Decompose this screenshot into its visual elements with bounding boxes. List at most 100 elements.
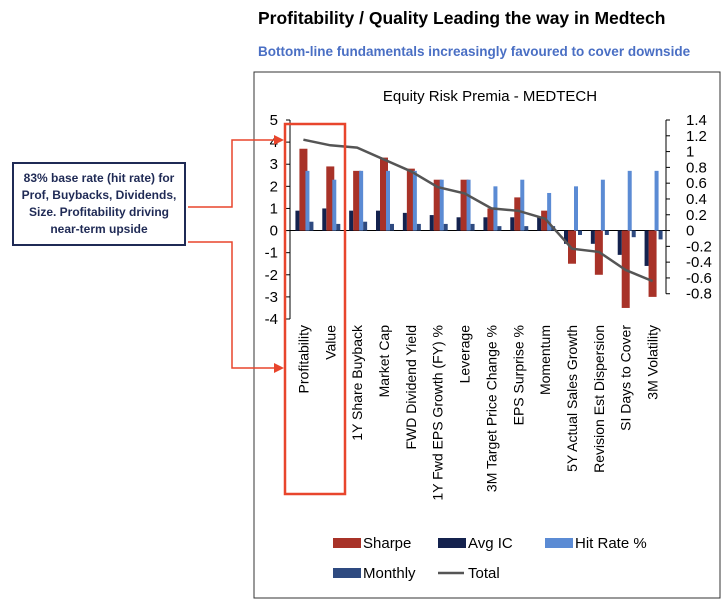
chart-title: Equity Risk Premia - MEDTECH	[383, 88, 597, 105]
legend-label: Avg IC	[468, 535, 513, 552]
chart-frame	[253, 71, 721, 599]
category-label: 3M Volatility	[645, 325, 661, 400]
sharpe-bar	[648, 230, 657, 297]
category-label: Value	[322, 325, 338, 360]
right-axis-tick-label: 1	[686, 144, 694, 161]
avg-ic-bar	[510, 217, 515, 231]
connector-bottom-arrow	[274, 363, 284, 373]
avg-ic-bar	[564, 230, 568, 244]
highlight-box	[283, 122, 347, 496]
avg-ic-bar	[537, 217, 542, 231]
left-axis-tick-label: 1	[270, 200, 278, 217]
right-axis-tick-label: 0.2	[686, 207, 707, 224]
hit-rate-bar	[547, 192, 552, 231]
hit-rate-bar	[305, 170, 310, 231]
hit-rate-callout: 83% base rate (hit rate) for Prof, Buyba…	[12, 162, 186, 246]
category-label: Revision Est Dispersion	[591, 325, 607, 473]
category-label: Market Cap	[376, 325, 392, 398]
monthly-bar	[658, 230, 663, 240]
category-label: Leverage	[457, 325, 473, 384]
hit-rate-bar	[627, 170, 632, 231]
monthly-bar	[309, 221, 314, 231]
hit-rate-bar	[600, 179, 605, 231]
sharpe-bar	[460, 179, 469, 231]
left-axis-tick-label: 3	[270, 156, 278, 173]
hit-rate-bar	[574, 186, 578, 231]
sharpe-bar	[406, 168, 415, 231]
right-axis-tick-label: 1.2	[686, 128, 707, 145]
monthly-bar	[497, 226, 502, 231]
hit-rate-bar	[412, 170, 417, 231]
total-line	[303, 138, 654, 283]
right-axis-tick-label: 0	[686, 223, 694, 240]
page-title: Profitability / Quality Leading the way …	[258, 8, 666, 28]
connector-top	[188, 139, 276, 208]
sharpe-bar	[514, 197, 523, 231]
category-label: FWD Dividend Yield	[403, 325, 419, 450]
right-axis-tick-label: -0.6	[686, 270, 712, 287]
monthly-bar	[390, 223, 394, 231]
hit-rate-bar	[439, 179, 444, 231]
category-label: Profitability	[295, 325, 311, 393]
legend-label: Sharpe	[363, 535, 411, 552]
sharpe-bar	[433, 179, 442, 231]
avg-ic-bar	[483, 217, 488, 231]
monthly-bar	[578, 230, 582, 235]
legend-swatch	[438, 538, 466, 548]
category-label: EPS Surprise %	[510, 325, 526, 425]
page-subtitle: Bottom-line fundamentals increasingly fa…	[258, 44, 691, 59]
avg-ic-bar	[456, 217, 461, 231]
hit-rate-bar	[386, 170, 390, 231]
legend-swatch	[333, 538, 361, 548]
category-label: 1Y Share Buyback	[349, 324, 365, 441]
monthly-bar	[631, 230, 636, 238]
left-axis-tick-label: 0	[270, 223, 278, 240]
legend-label: Hit Rate %	[575, 535, 647, 552]
hit-rate-bar	[654, 170, 659, 231]
right-axis-tick-label: 0.8	[686, 159, 707, 176]
hit-rate-bar	[466, 179, 471, 231]
right-axis-tick-label: 1.4	[686, 112, 707, 129]
sharpe-bar	[353, 170, 362, 231]
hit-rate-bar	[332, 179, 337, 231]
monthly-bar	[524, 226, 529, 231]
left-axis-tick-label: 4	[270, 134, 278, 151]
right-axis-tick-label: -0.8	[686, 286, 712, 303]
right-axis-tick-label: 0.4	[686, 191, 707, 208]
legend-label: Monthly	[363, 565, 416, 582]
right-axis-tick-label: 0.6	[686, 175, 707, 192]
avg-ic-bar	[349, 210, 354, 231]
left-axis-tick-label: -4	[265, 311, 278, 328]
category-label: SI Days to Cover	[618, 325, 634, 431]
legend-label: Total	[468, 565, 500, 582]
left-axis-tick-label: 5	[270, 112, 278, 129]
connector-bottom	[188, 241, 276, 369]
legend-swatch	[333, 568, 361, 578]
monthly-bar	[416, 223, 421, 231]
avg-ic-bar	[402, 212, 407, 231]
connector-top-arrow	[274, 135, 284, 145]
category-label: 1Y Fwd EPS Growth (FY) %	[430, 325, 446, 501]
avg-ic-bar	[322, 208, 327, 231]
left-axis-tick-label: 2	[270, 178, 278, 195]
avg-ic-bar	[376, 210, 380, 231]
category-label: 5Y Actual Sales Growth	[564, 325, 580, 472]
sharpe-bar	[487, 208, 496, 231]
right-axis-tick-label: -0.4	[686, 254, 712, 271]
avg-ic-bar	[590, 230, 595, 244]
monthly-bar	[363, 221, 368, 231]
avg-ic-bar	[429, 215, 434, 231]
avg-ic-bar	[617, 230, 622, 255]
category-label: 3M Target Price Change %	[483, 325, 499, 492]
monthly-bar	[604, 230, 609, 235]
legend-swatch	[545, 538, 573, 548]
left-axis-tick-label: -1	[265, 245, 278, 262]
right-axis-tick-label: -0.2	[686, 238, 712, 255]
sharpe-bar	[326, 166, 335, 231]
monthly-bar	[443, 223, 448, 231]
monthly-bar	[336, 223, 341, 231]
hit-rate-bar	[359, 170, 364, 231]
avg-ic-bar	[644, 230, 649, 266]
category-label: Momentum	[537, 325, 553, 395]
